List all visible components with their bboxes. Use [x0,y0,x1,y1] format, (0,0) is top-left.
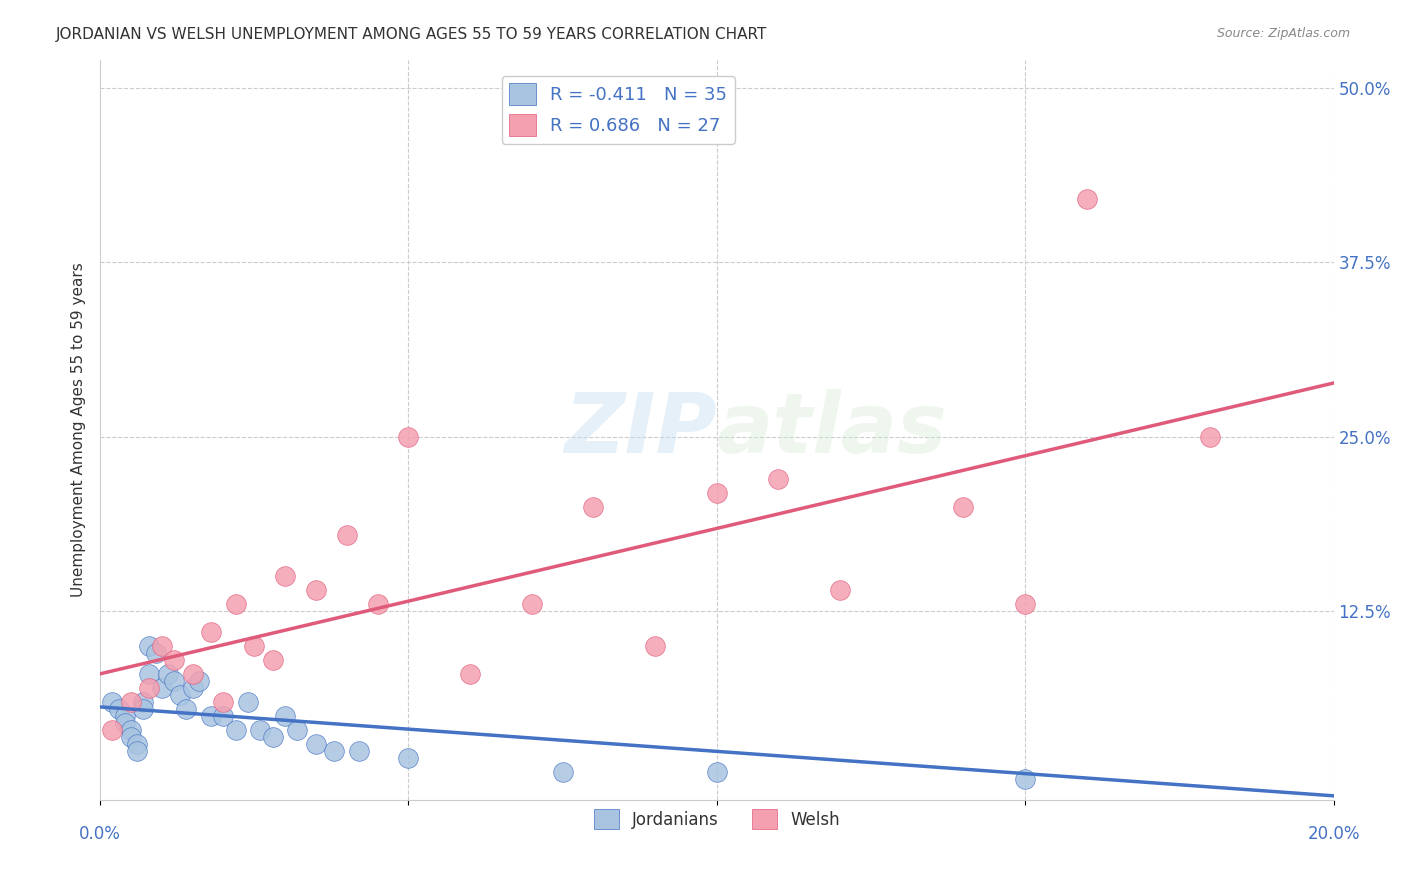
Point [305,583,328,598]
Text: 20.0%: 20.0% [1308,825,1360,843]
Point [163,653,186,667]
Point [200,709,222,723]
Point [1014,598,1036,612]
Point [127,744,149,758]
Point [181,681,204,696]
Point [114,709,136,723]
Point [138,681,160,696]
Point [212,695,235,709]
Text: JORDANIAN VS WELSH UNEMPLOYMENT AMONG AGES 55 TO 59 YEARS CORRELATION CHART: JORDANIAN VS WELSH UNEMPLOYMENT AMONG AG… [56,27,768,42]
Point [287,723,309,738]
Point [249,723,271,738]
Point [323,744,346,758]
Point [101,723,124,738]
Point [187,674,209,689]
Point [120,730,142,744]
Point [336,527,359,541]
Point [169,688,191,702]
Point [458,667,481,681]
Text: ZIP: ZIP [564,389,717,470]
Point [706,765,728,780]
Text: atlas: atlas [717,389,948,470]
Point [551,765,574,780]
Point [101,695,124,709]
Point [520,598,543,612]
Point [768,472,790,486]
Point [150,681,173,696]
Point [274,569,297,583]
Point [127,737,149,751]
Point [262,730,284,744]
Point [132,695,155,709]
Point [138,667,160,681]
Point [243,640,266,654]
Point [367,598,389,612]
Text: 0.0%: 0.0% [79,825,121,843]
Point [150,640,173,654]
Point [120,695,142,709]
Point [1199,430,1222,444]
Point [200,625,222,640]
Legend: Jordanians, Welsh: Jordanians, Welsh [586,803,846,836]
Point [145,646,167,660]
Point [236,695,259,709]
Point [262,653,284,667]
Point [225,598,247,612]
Point [212,709,235,723]
Point [830,583,852,598]
Point [305,737,328,751]
Point [107,702,129,716]
Y-axis label: Unemployment Among Ages 55 to 59 years: Unemployment Among Ages 55 to 59 years [72,262,86,597]
Point [138,640,160,654]
Point [163,674,186,689]
Point [644,640,666,654]
Point [347,744,370,758]
Point [176,702,198,716]
Point [132,702,155,716]
Point [398,751,420,765]
Point [181,667,204,681]
Point [114,716,136,731]
Point [1014,772,1036,786]
Point [120,723,142,738]
Point [225,723,247,738]
Point [398,430,420,444]
Point [952,500,974,514]
Point [706,485,728,500]
Point [582,500,605,514]
Point [274,709,297,723]
Point [156,667,179,681]
Point [1076,192,1098,206]
Text: Source: ZipAtlas.com: Source: ZipAtlas.com [1216,27,1350,40]
